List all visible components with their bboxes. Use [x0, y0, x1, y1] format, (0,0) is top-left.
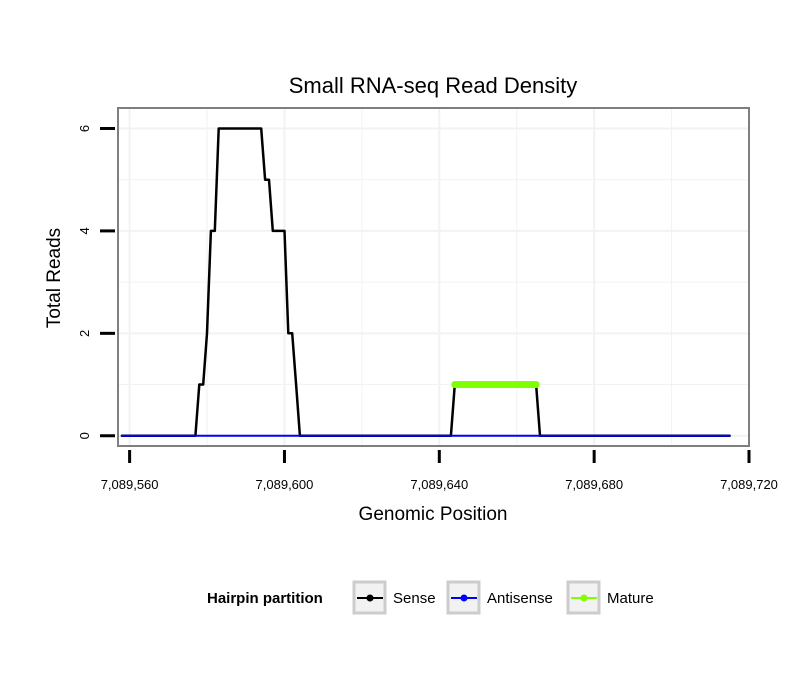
legend-item-mature: Mature	[566, 580, 654, 615]
legend-key-marker	[460, 594, 468, 602]
legend: Hairpin partition Sense Antisense Mature	[207, 580, 654, 615]
legend-title: Hairpin partition	[207, 590, 323, 607]
x-tick-label: 7,089,640	[410, 477, 468, 492]
x-tick-label: 7,089,600	[256, 477, 314, 492]
legend-label: Antisense	[487, 590, 553, 607]
y-tick-label: 0	[77, 432, 92, 439]
y-tick-label: 6	[77, 125, 92, 132]
series-lines	[120, 127, 731, 438]
legend-key-marker	[580, 594, 588, 602]
legend-item-sense: Sense	[352, 580, 436, 615]
plot-panel-border	[117, 107, 750, 447]
legend-key-marker	[366, 594, 374, 602]
y-tick-label: 4	[77, 227, 92, 234]
legend-label: Sense	[393, 590, 436, 607]
chart-title: Small RNA-seq Read Density	[289, 73, 578, 98]
x-tick-label: 7,089,680	[565, 477, 623, 492]
x-axis-label: Genomic Position	[359, 504, 508, 525]
axes: 7,089,560 7,089,600 7,089,640 7,089,680 7,08…	[77, 125, 778, 492]
y-tick-label: 2	[77, 330, 92, 337]
legend-label: Mature	[607, 590, 654, 607]
x-tick-label: 7,089,720	[720, 477, 778, 492]
series-line-sense	[120, 127, 731, 438]
x-tick-label: 7,089,560	[101, 477, 159, 492]
grid-lines	[118, 108, 749, 446]
legend-item-antisense: Antisense	[446, 580, 553, 615]
y-axis-label: Total Reads	[44, 228, 65, 328]
